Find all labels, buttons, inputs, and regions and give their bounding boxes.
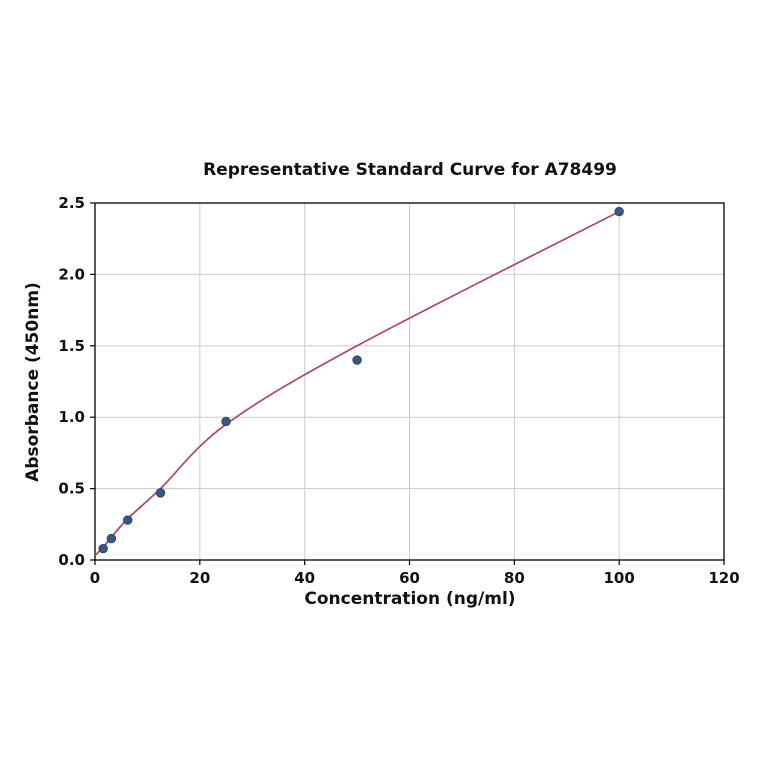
x-tick-label: 40	[294, 569, 315, 587]
x-axis-label: Concentration (ng/ml)	[304, 589, 516, 609]
x-tick-label: 100	[604, 569, 635, 587]
x-tick-label: 80	[504, 569, 525, 587]
x-tick-label: 0	[90, 569, 100, 587]
x-tick-label: 120	[708, 569, 739, 587]
data-point	[123, 515, 133, 525]
data-point	[106, 533, 117, 544]
y-tick-label: 2.5	[58, 194, 85, 212]
data-point	[98, 543, 108, 554]
y-tick-label: 2.0	[58, 265, 85, 283]
data-point	[352, 355, 362, 365]
y-tick-label: 0.0	[58, 551, 85, 569]
y-tick-label: 1.5	[58, 337, 85, 355]
y-tick-label: 0.5	[58, 480, 85, 498]
y-tick-label: 1.0	[58, 408, 85, 426]
data-point	[221, 416, 231, 427]
x-tick-label: 60	[399, 569, 420, 587]
data-point	[155, 488, 166, 498]
data-point	[614, 206, 624, 217]
chart-title: Representative Standard Curve for A78499	[203, 160, 617, 180]
x-tick-label: 20	[189, 569, 210, 587]
y-axis-label: Absorbance (450nm)	[23, 282, 43, 482]
fit-curve-line	[94, 210, 620, 557]
